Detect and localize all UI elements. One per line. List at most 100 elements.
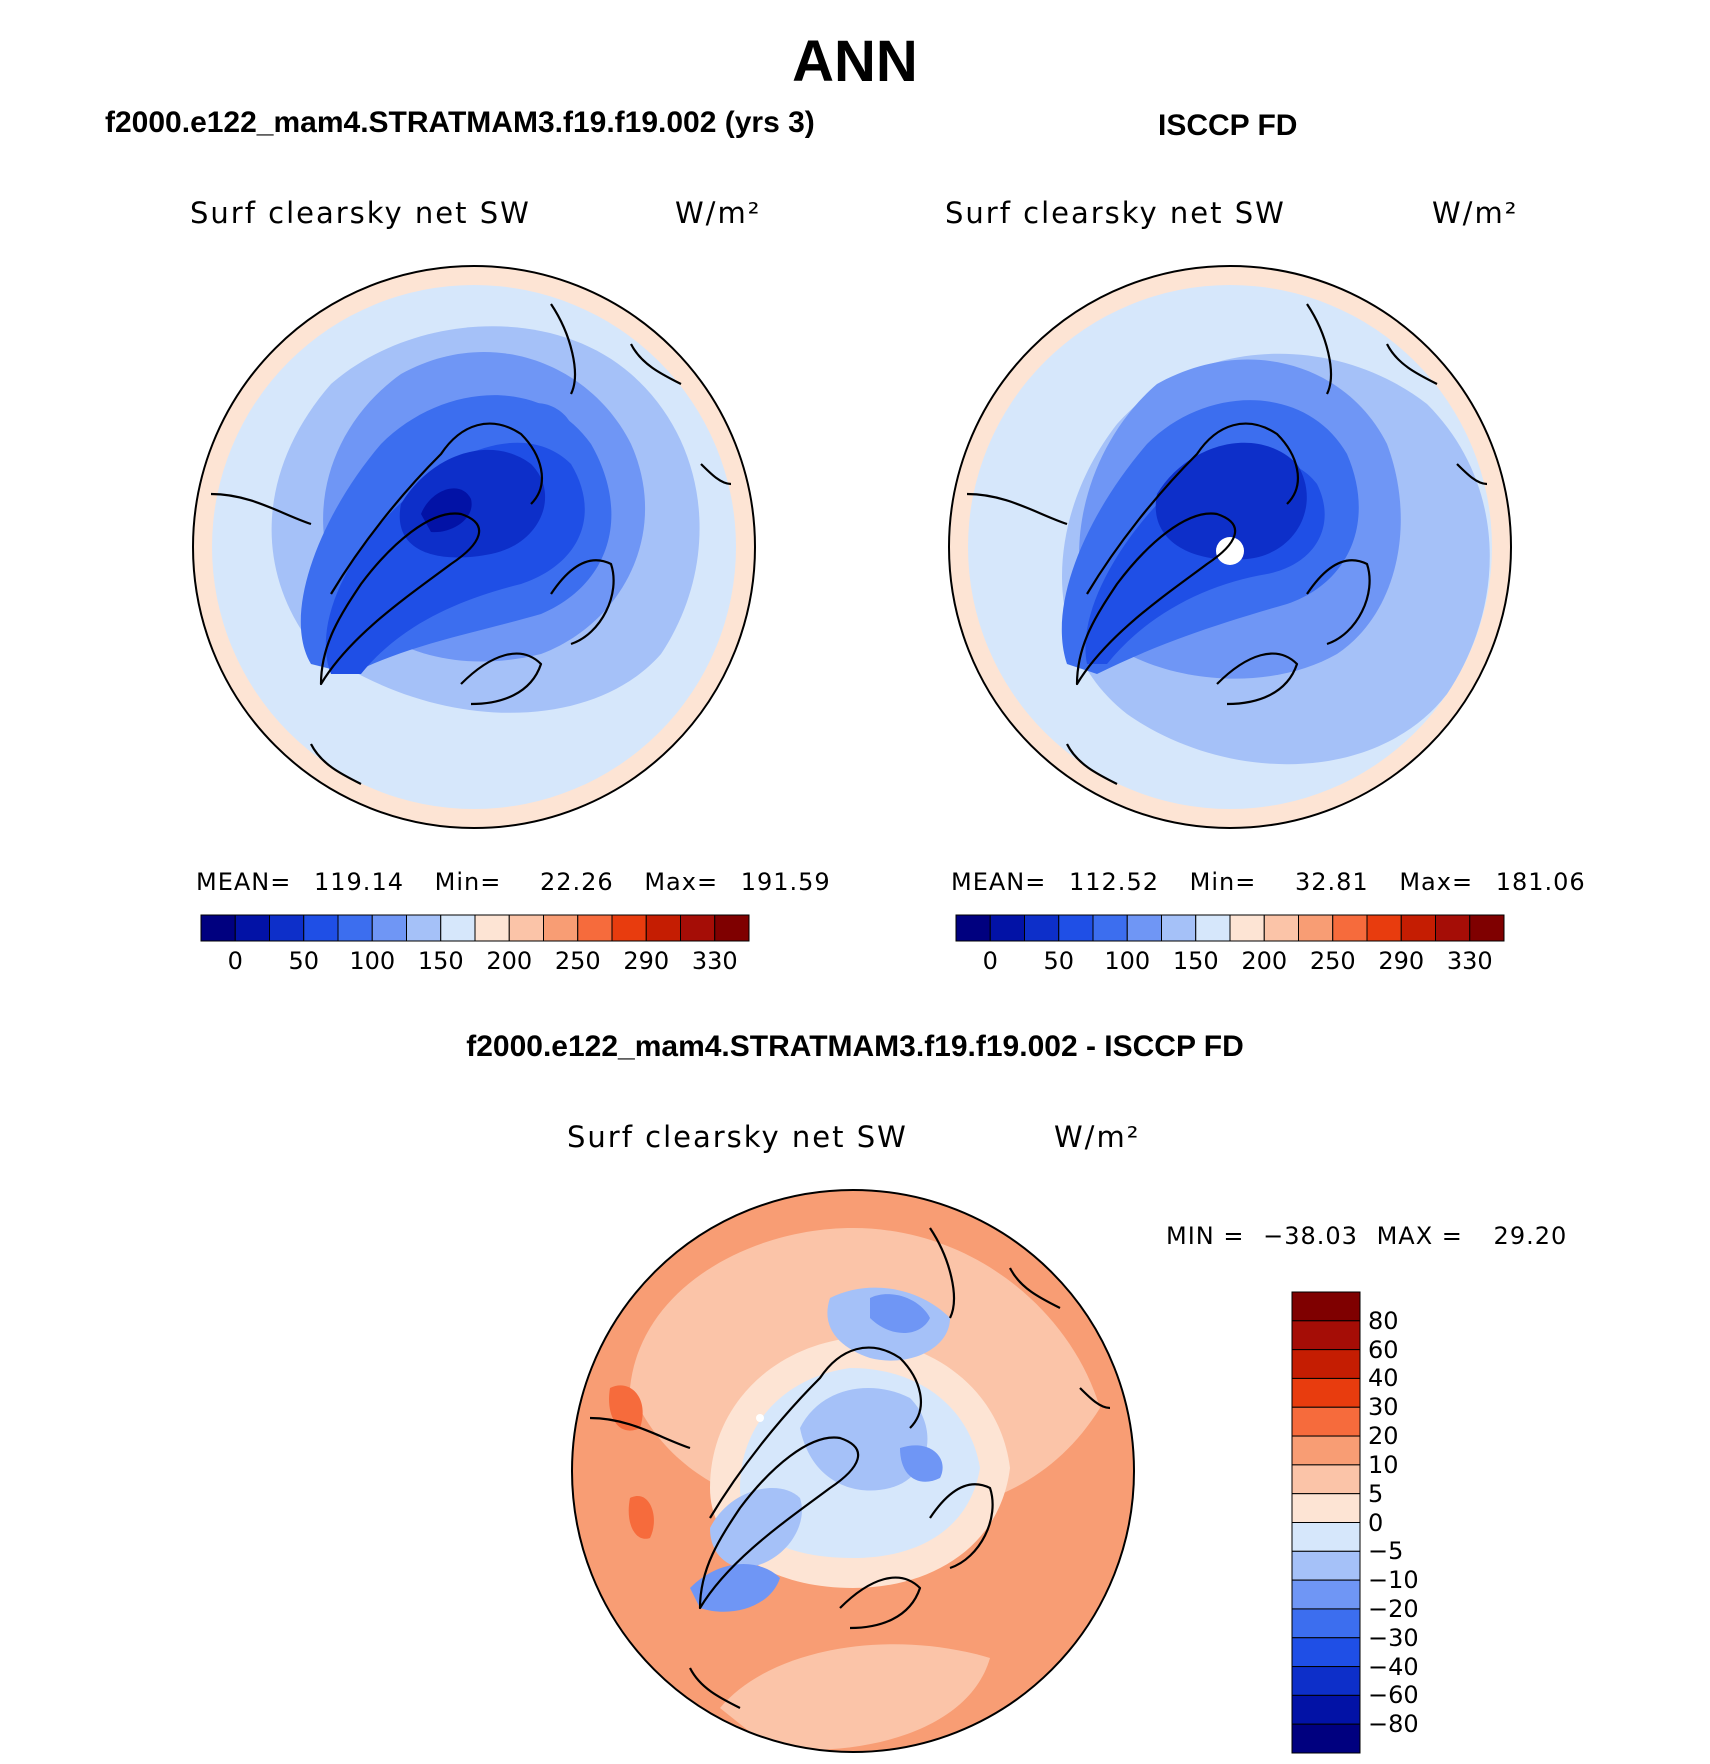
colorbar-tick-label: −40 bbox=[1368, 1652, 1419, 1681]
panel-model-units-label: W/m² bbox=[675, 196, 762, 230]
diff-band-m10 bbox=[800, 1388, 928, 1491]
colorbar-swatch bbox=[714, 914, 750, 942]
colorbar-swatch bbox=[1263, 914, 1299, 942]
diff-min-value: −38.03 bbox=[1263, 1222, 1358, 1250]
colorbar-swatch bbox=[1291, 1608, 1361, 1639]
colorbar-swatch bbox=[1229, 914, 1265, 942]
colorbar-swatch bbox=[989, 914, 1025, 942]
model-max-label: Max= bbox=[644, 868, 719, 896]
colorbar-tick-label: 290 bbox=[623, 947, 670, 975]
colorbar-swatch bbox=[1291, 1349, 1361, 1379]
diff-patch-greenland bbox=[710, 1488, 802, 1568]
colorbar-swatch bbox=[1291, 1406, 1361, 1437]
panel-diff-stats: MIN = −38.03 MAX = 29.20 bbox=[1166, 1222, 1567, 1250]
colorbar-tick-label: −10 bbox=[1368, 1566, 1419, 1595]
model-min-label: Min= bbox=[434, 868, 502, 896]
diff-max-value: 29.20 bbox=[1493, 1222, 1568, 1250]
colorbar-swatch bbox=[440, 914, 476, 942]
colorbar-swatch bbox=[1291, 1666, 1361, 1696]
colorbar-swatch bbox=[1291, 1435, 1361, 1466]
panel-obs-colorbar bbox=[955, 914, 1505, 942]
colorbar-tick-label: 330 bbox=[1446, 947, 1493, 975]
colorbar-tick-label: 5 bbox=[1368, 1479, 1384, 1508]
colorbar-swatch bbox=[1058, 914, 1094, 942]
obs-min-label: Min= bbox=[1189, 868, 1257, 896]
colorbar-tick-label: 200 bbox=[486, 947, 533, 975]
model-min-value: 22.26 bbox=[539, 868, 614, 896]
panel-diff-variable-label: Surf clearsky net SW bbox=[567, 1120, 908, 1154]
colorbar-swatch bbox=[1024, 914, 1060, 942]
colorbar-swatch bbox=[611, 914, 647, 942]
colorbar-tick-label: 60 bbox=[1368, 1335, 1399, 1364]
colorbar-swatch bbox=[508, 914, 544, 942]
colorbar-swatch bbox=[1291, 1522, 1361, 1552]
colorbar-swatch bbox=[1298, 914, 1334, 942]
model-coastlines bbox=[210, 303, 732, 785]
colorbar-swatch bbox=[474, 914, 510, 942]
colorbar-tick-label: −30 bbox=[1368, 1623, 1419, 1652]
colorbar-tick-label: 330 bbox=[691, 947, 738, 975]
colorbar-swatch bbox=[406, 914, 442, 942]
diff-max-label: MAX = bbox=[1376, 1222, 1463, 1250]
diff-patch-center bbox=[900, 1445, 943, 1482]
obs-missing-pole bbox=[1216, 537, 1244, 565]
colorbar-swatch bbox=[337, 914, 373, 942]
colorbar-swatch bbox=[1366, 914, 1402, 942]
panel-obs-polar-map bbox=[948, 265, 1512, 829]
colorbar-tick-label: 10 bbox=[1368, 1450, 1399, 1479]
colorbar-tick-label: −60 bbox=[1368, 1681, 1419, 1710]
panel-model-stats: MEAN= 119.14 Min= 22.26 Max= 191.59 bbox=[196, 868, 831, 896]
colorbar-swatch bbox=[234, 914, 270, 942]
colorbar-tick-label: 200 bbox=[1241, 947, 1288, 975]
colorbar-tick-label: 0 bbox=[1368, 1508, 1384, 1537]
colorbar-swatch bbox=[1291, 1579, 1361, 1610]
colorbar-swatch bbox=[303, 914, 339, 942]
colorbar-swatch bbox=[1291, 1493, 1361, 1523]
panel-obs-variable-label: Surf clearsky net SW bbox=[945, 196, 1286, 230]
model-mean-label: MEAN= bbox=[196, 868, 292, 896]
panel-obs-subtitle: ISCCP FD bbox=[1158, 109, 1298, 142]
colorbar-tick-label: 50 bbox=[288, 947, 320, 975]
colorbar-swatch bbox=[1161, 914, 1197, 942]
colorbar-swatch bbox=[1291, 1291, 1361, 1322]
colorbar-swatch bbox=[955, 914, 991, 942]
colorbar-swatch bbox=[543, 914, 579, 942]
obs-max-label: Max= bbox=[1399, 868, 1474, 896]
panel-obs-stats: MEAN= 112.52 Min= 32.81 Max= 181.06 bbox=[951, 868, 1586, 896]
colorbar-swatch bbox=[1400, 914, 1436, 942]
model-band-25 bbox=[421, 488, 472, 533]
colorbar-tick-label: −5 bbox=[1368, 1537, 1404, 1566]
colorbar-tick-label: 150 bbox=[417, 947, 464, 975]
colorbar-swatch bbox=[200, 914, 236, 942]
colorbar-tick-label: 50 bbox=[1043, 947, 1075, 975]
figure-title: ANN bbox=[792, 29, 918, 94]
model-max-value: 191.59 bbox=[740, 868, 831, 896]
colorbar-swatch bbox=[1291, 1320, 1361, 1351]
colorbar-swatch bbox=[1126, 914, 1162, 942]
colorbar-tick-label: 290 bbox=[1378, 947, 1425, 975]
colorbar-swatch bbox=[645, 914, 681, 942]
colorbar-swatch bbox=[1469, 914, 1505, 942]
panel-diff-polar-map bbox=[571, 1189, 1135, 1753]
colorbar-tick-label: 250 bbox=[554, 947, 601, 975]
panel-model-polar-map bbox=[192, 265, 756, 829]
obs-mean-value: 112.52 bbox=[1069, 868, 1159, 896]
diff-missing-pole bbox=[756, 1414, 764, 1422]
colorbar-swatch bbox=[1291, 1550, 1361, 1581]
diff-patch-north-core bbox=[870, 1294, 930, 1333]
colorbar-swatch bbox=[1092, 914, 1128, 942]
colorbar-swatch bbox=[1291, 1377, 1361, 1408]
diff-coastlines bbox=[589, 1227, 1111, 1709]
colorbar-swatch bbox=[1291, 1694, 1361, 1725]
diff-min-label: MIN = bbox=[1166, 1222, 1245, 1250]
colorbar-tick-label: 30 bbox=[1368, 1393, 1399, 1422]
obs-mean-label: MEAN= bbox=[951, 868, 1047, 896]
colorbar-tick-label: 250 bbox=[1309, 947, 1356, 975]
model-patch bbox=[511, 403, 571, 435]
colorbar-tick-label: 40 bbox=[1368, 1364, 1399, 1393]
colorbar-swatch bbox=[1435, 914, 1471, 942]
diff-patch-greenland-core bbox=[690, 1564, 780, 1612]
panel-diff-units-label: W/m² bbox=[1054, 1120, 1141, 1154]
colorbar-swatch bbox=[1332, 914, 1368, 942]
colorbar-swatch bbox=[1195, 914, 1231, 942]
